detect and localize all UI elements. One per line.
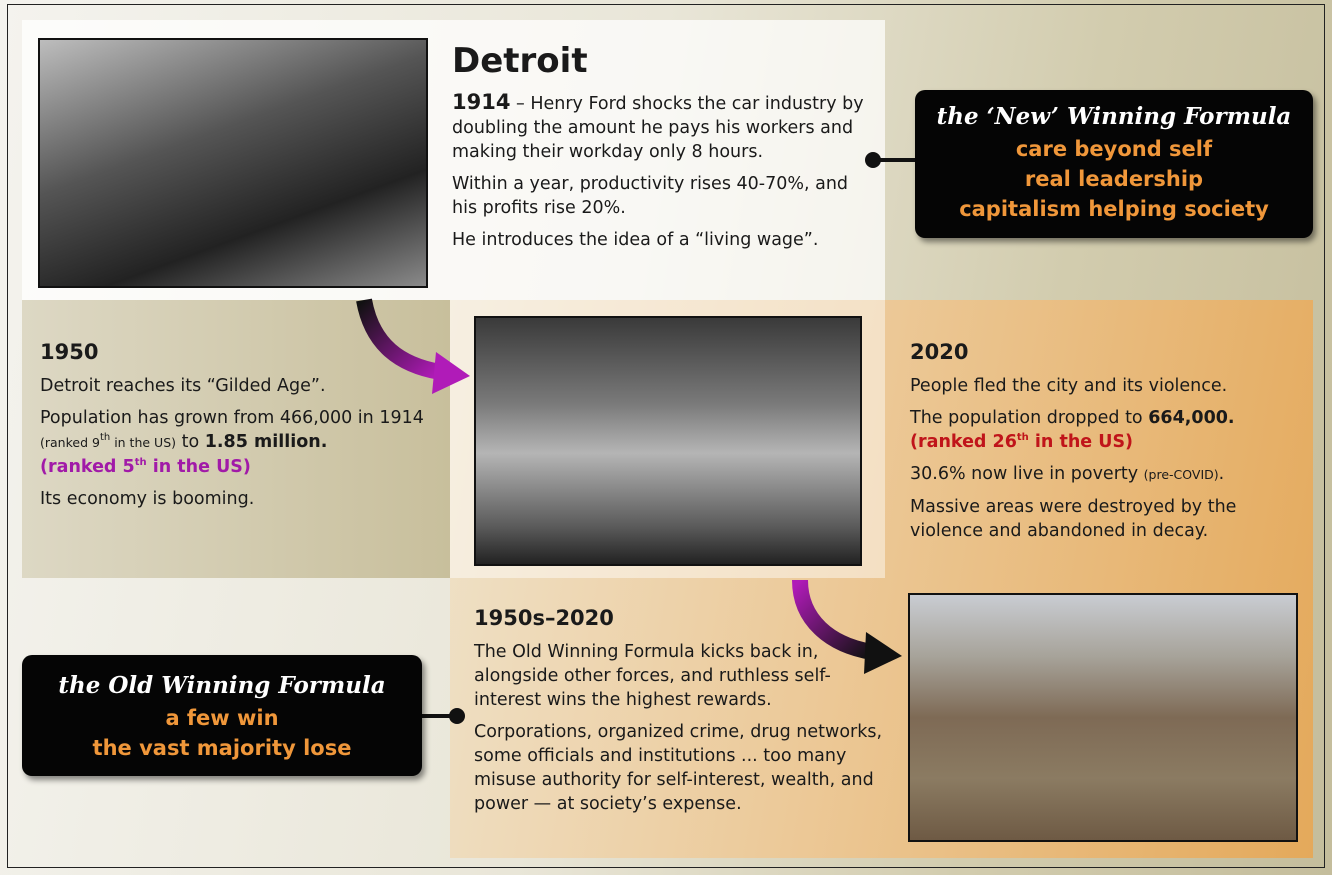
box-line: a few win <box>22 703 422 733</box>
paragraph: He introduces the idea of a “living wage… <box>452 228 877 252</box>
text: in the US) <box>1029 432 1133 452</box>
paragraph: 30.6% now live in poverty (pre-COVID). <box>910 462 1300 487</box>
section-decline: 1950s–2020 The Old Winning Formula kicks… <box>474 606 884 824</box>
heading: 1950s–2020 <box>474 606 884 630</box>
old-formula-box: the Old Winning Formula a few win the va… <box>22 655 422 776</box>
text: (ranked 5 <box>40 457 135 477</box>
paragraph: Its economy is booming. <box>40 487 440 511</box>
superscript: th <box>135 457 147 468</box>
box-line: the vast majority lose <box>22 733 422 763</box>
text: The population dropped to <box>910 408 1148 428</box>
title: Detroit <box>452 40 877 82</box>
new-formula-box: the ‘New’ Winning Formula care beyond se… <box>915 90 1313 238</box>
box-title: the ‘New’ Winning Formula <box>915 100 1313 134</box>
connector-dot <box>449 708 465 724</box>
text: (pre-COVID) <box>1144 467 1219 482</box>
text: (ranked 26 <box>910 432 1017 452</box>
paragraph: The population dropped to 664,000. <box>910 406 1300 430</box>
box-title: the Old Winning Formula <box>22 669 422 703</box>
heading: 2020 <box>910 340 1300 364</box>
paragraph: 1914 – Henry Ford shocks the car industr… <box>452 90 877 164</box>
figure: 664,000. <box>1148 408 1234 428</box>
text: to <box>176 432 205 452</box>
box-line: real leadership <box>915 164 1313 194</box>
text: in the US) <box>110 435 176 450</box>
paragraph: The Old Winning Formula kicks back in, a… <box>474 640 884 712</box>
highlight: (ranked 26th in the US) <box>910 430 1300 454</box>
superscript: th <box>1017 432 1029 443</box>
section-1950: 1950 Detroit reaches its “Gilded Age”. P… <box>40 340 440 519</box>
paragraph: Detroit reaches its “Gilded Age”. <box>40 374 440 398</box>
highlight: (ranked 5th in the US) <box>40 455 440 479</box>
section-2020: 2020 People fled the city and its violen… <box>910 340 1300 551</box>
box-line: capitalism helping society <box>915 194 1313 224</box>
superscript: th <box>100 432 110 443</box>
box-line: care beyond self <box>915 134 1313 164</box>
text: 30.6% now live in poverty <box>910 464 1144 484</box>
text: . <box>1219 464 1225 484</box>
paragraph: People fled the city and its violence. <box>910 374 1300 398</box>
paragraph: Corporations, organized crime, drug netw… <box>474 720 884 816</box>
text: in the US) <box>147 457 251 477</box>
text: (ranked 9 <box>40 435 100 450</box>
paragraph: Massive areas were destroyed by the viol… <box>910 495 1300 543</box>
text: Population has grown from 466,000 in 191… <box>40 408 424 428</box>
year: 1914 <box>452 90 510 114</box>
detroit-section: Detroit 1914 – Henry Ford shocks the car… <box>452 40 877 260</box>
paragraph: Within a year, productivity rises 40-70%… <box>452 172 877 220</box>
figure: 1.85 million. <box>205 432 328 452</box>
heading: 1950 <box>40 340 440 364</box>
paragraph: Population has grown from 466,000 in 191… <box>40 406 440 455</box>
text: – Henry Ford shocks the car industry by … <box>452 94 864 162</box>
page: Detroit 1914 – Henry Ford shocks the car… <box>0 0 1332 875</box>
